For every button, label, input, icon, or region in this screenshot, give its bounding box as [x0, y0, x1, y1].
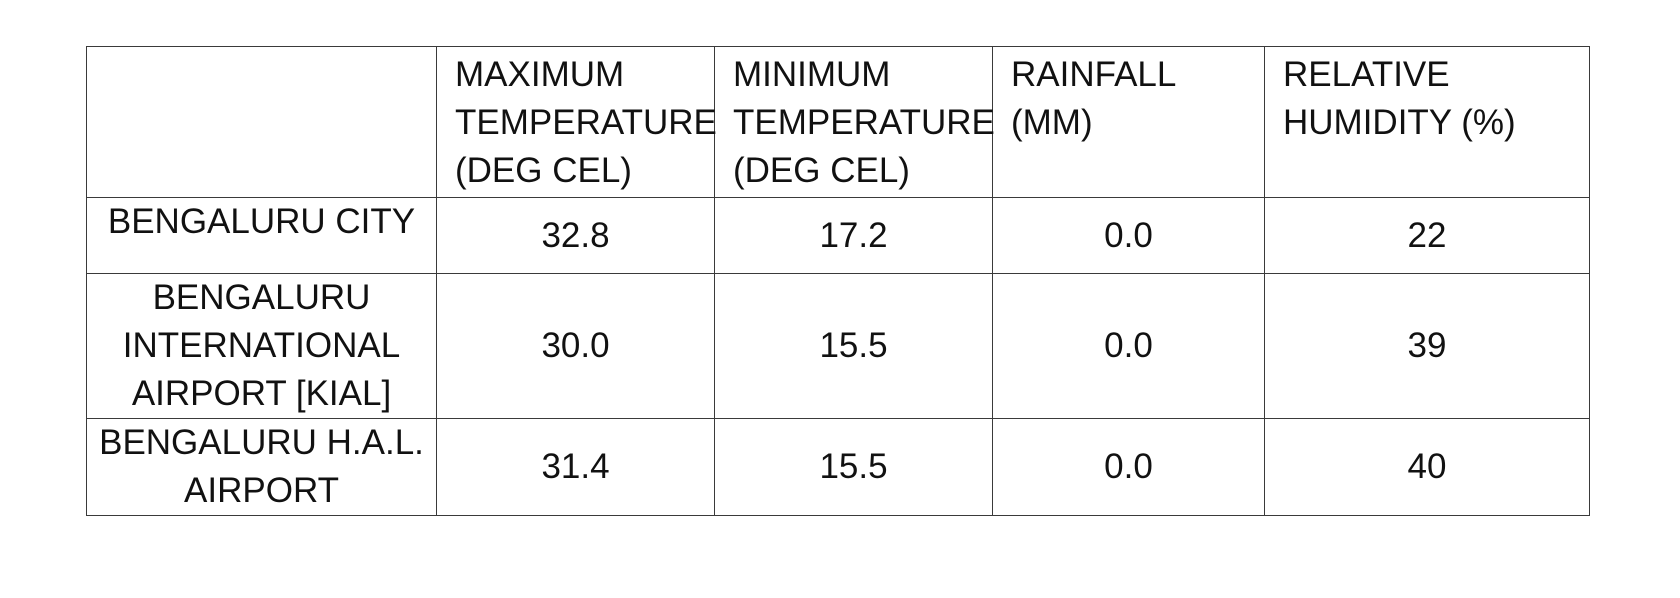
station-name: BENGALURU CITY: [86, 197, 437, 274]
header-station: [86, 46, 437, 198]
humidity-value: 39: [1264, 273, 1590, 419]
station-name: BENGALURU INTERNATIONAL AIRPORT [KIAL]: [86, 273, 437, 419]
max-temperature-value: 32.8: [436, 197, 715, 274]
rainfall-value: 0.0: [992, 197, 1265, 274]
humidity-value: 22: [1264, 197, 1590, 274]
header-relative-humidity: RELATIVE HUMIDITY (%): [1264, 46, 1590, 198]
header-max-temperature: MAXIMUM TEMPERATURE (DEG CEL): [436, 46, 717, 198]
rainfall-value: 0.0: [992, 273, 1265, 419]
weather-table: MAXIMUM TEMPERATURE (DEG CEL) MINIMUM TE…: [86, 46, 1590, 516]
table-row: BENGALURU INTERNATIONAL AIRPORT [KIAL] 3…: [86, 273, 1590, 419]
table-row: BENGALURU H.A.L. AIRPORT 31.4 15.5 0.0 4…: [86, 418, 1590, 516]
max-temperature-value: 30.0: [436, 273, 715, 419]
rainfall-value: 0.0: [992, 418, 1265, 516]
min-temperature-value: 15.5: [714, 273, 993, 419]
min-temperature-value: 15.5: [714, 418, 993, 516]
table-row: BENGALURU CITY 32.8 17.2 0.0 22: [86, 197, 1590, 274]
max-temperature-value: 31.4: [436, 418, 715, 516]
table-header-row: MAXIMUM TEMPERATURE (DEG CEL) MINIMUM TE…: [86, 46, 1590, 198]
humidity-value: 40: [1264, 418, 1590, 516]
header-min-temperature: MINIMUM TEMPERATURE (DEG CEL): [714, 46, 995, 198]
min-temperature-value: 17.2: [714, 197, 993, 274]
station-name: BENGALURU H.A.L. AIRPORT: [86, 418, 437, 516]
header-rainfall: RAINFALL (MM): [992, 46, 1265, 198]
